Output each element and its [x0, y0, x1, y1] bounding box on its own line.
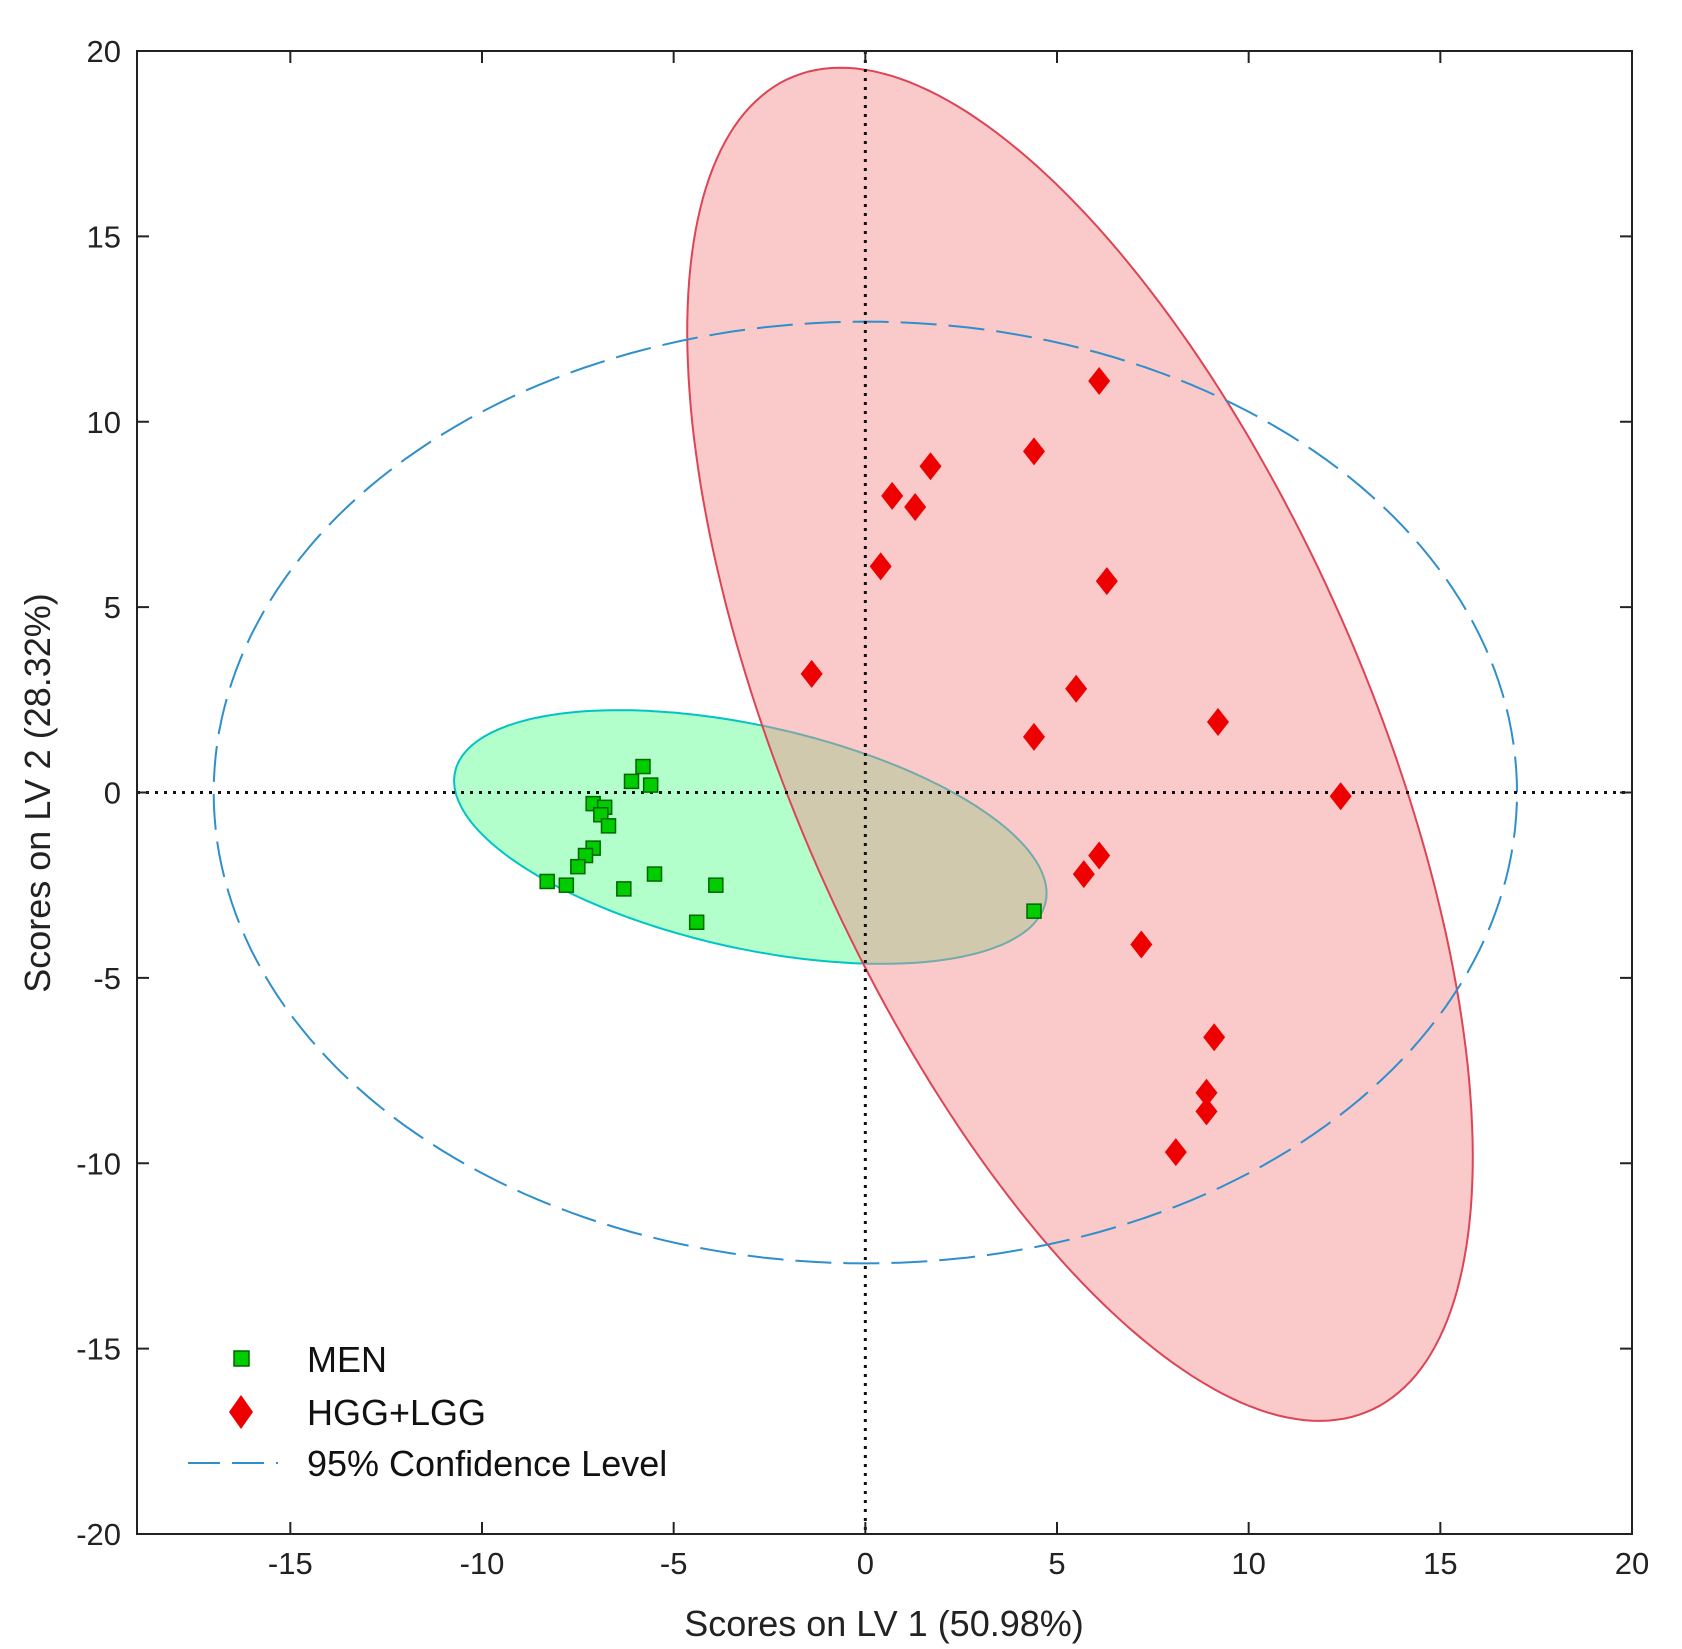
point-hgg-lgg-17 [1195, 1097, 1218, 1126]
point-men-9 [570, 858, 586, 875]
point-hgg-lgg-12 [1088, 841, 1111, 870]
point-hgg-lgg-15 [1203, 1023, 1226, 1052]
ellipse-men [453, 709, 1048, 965]
x-tick-label: -15 [268, 1546, 313, 1581]
point-hgg-lgg-18 [1164, 1138, 1187, 1167]
point-hgg-lgg-3 [881, 481, 904, 510]
x-tick-label: 0 [857, 1546, 874, 1581]
legend-marker-men [233, 1350, 250, 1367]
point-hgg-lgg-8 [1065, 674, 1088, 703]
x-tick-label: 20 [1615, 1546, 1649, 1581]
legend-label-confidence: 95% Confidence Level [307, 1443, 667, 1484]
legend: MEN HGG+LGG 95% Confidence Level [188, 1339, 667, 1484]
reference-lines [137, 51, 1632, 1534]
y-tick-label: 10 [87, 405, 121, 440]
point-hgg-lgg-7 [800, 659, 823, 688]
point-hgg-lgg-16 [1195, 1078, 1218, 1107]
point-hgg-lgg-14 [1130, 930, 1153, 959]
point-hgg-lgg-11 [1329, 782, 1352, 811]
legend-label-hgg-lgg: HGG+LGG [307, 1392, 486, 1433]
x-tick-label: 10 [1231, 1546, 1265, 1581]
point-hgg-lgg-6 [1095, 567, 1118, 596]
y-tick-label: 0 [104, 776, 121, 811]
x-tick-label: 15 [1423, 1546, 1457, 1581]
point-men-2 [642, 777, 659, 793]
point-men-15 [688, 914, 705, 931]
point-hgg-lgg-1 [1023, 437, 1045, 466]
point-men-12 [616, 881, 632, 897]
y-tick-label: -15 [76, 1332, 121, 1367]
point-hgg-lgg-9 [1207, 708, 1229, 737]
y-tick-label: 15 [87, 219, 121, 254]
point-men-11 [558, 877, 575, 893]
y-axis-label: Scores on LV 2 (28.32%) [17, 593, 58, 993]
point-men-16 [1026, 903, 1042, 919]
y-tick-label: -10 [76, 1146, 121, 1181]
point-men-6 [600, 818, 617, 834]
point-hgg-lgg-0 [1088, 366, 1111, 395]
data-points [539, 366, 1352, 1167]
y-tick-label: -5 [93, 961, 121, 996]
point-hgg-lgg-10 [1023, 722, 1045, 751]
legend-label-men: MEN [307, 1339, 387, 1380]
point-men-1 [623, 773, 640, 790]
point-men-10 [539, 873, 555, 890]
x-axis-label: Scores on LV 1 (50.98%) [684, 1603, 1084, 1644]
x-tick-label: 5 [1048, 1546, 1065, 1581]
point-men-14 [708, 877, 724, 893]
legend-marker-hgg-lgg [229, 1395, 253, 1429]
ellipse-hgg-lgg [686, 66, 1474, 1422]
point-hgg-lgg-5 [869, 552, 892, 581]
point-hgg-lgg-2 [919, 452, 942, 481]
y-axis-ticks: -20 -15 -10 -5 0 5 10 15 20 [76, 34, 1632, 1552]
point-men-0 [635, 758, 651, 775]
x-tick-label: -10 [460, 1546, 505, 1581]
point-men-13 [646, 866, 663, 882]
point-hgg-lgg-13 [1072, 860, 1095, 889]
ellipse-95-confidence-level [212, 320, 1519, 1265]
y-tick-label: 5 [104, 590, 121, 625]
y-tick-label: 20 [87, 34, 121, 69]
y-tick-label: -20 [76, 1517, 121, 1552]
point-hgg-lgg-4 [904, 493, 927, 522]
x-axis-ticks: -15 -10 -5 0 5 10 15 20 [268, 51, 1649, 1581]
confidence-ellipses [212, 66, 1519, 1422]
x-tick-label: -5 [660, 1546, 688, 1581]
